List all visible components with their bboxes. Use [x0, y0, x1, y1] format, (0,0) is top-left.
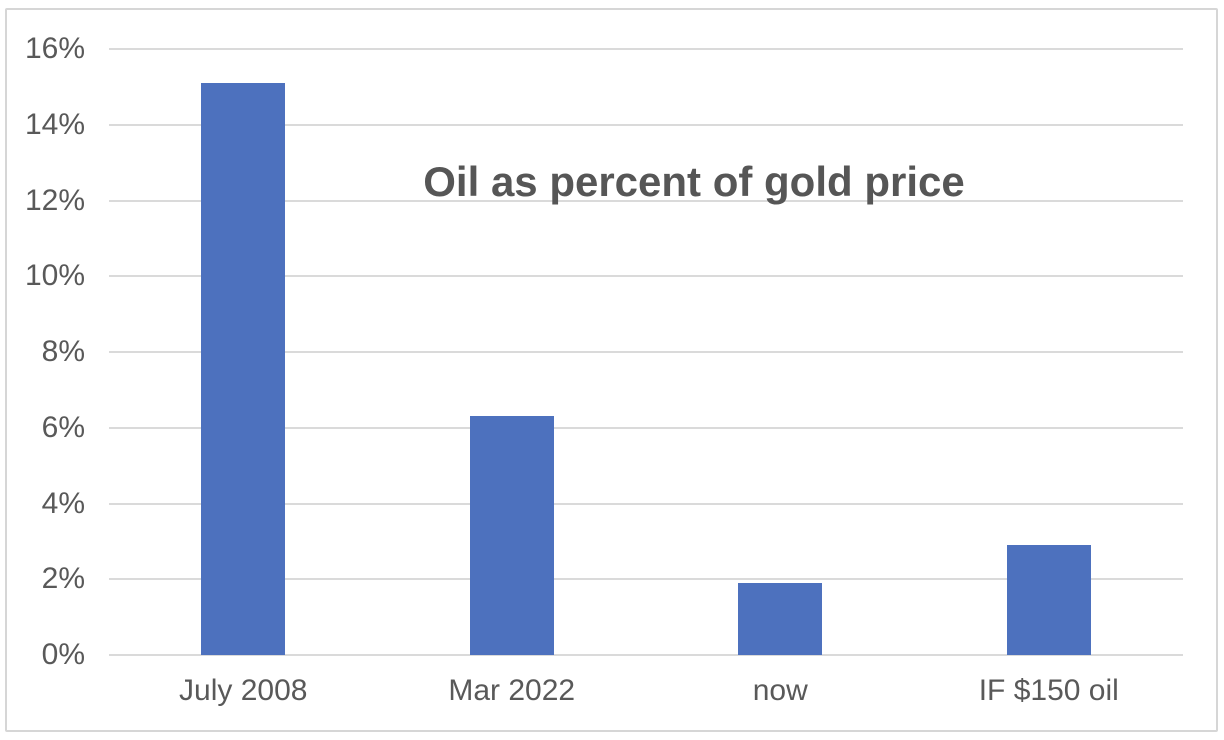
- gridline-12pct: [109, 199, 1183, 202]
- bar-if-150-oil: [1006, 545, 1091, 655]
- bar-july-2008: [201, 83, 286, 655]
- y-axis-tick-label: 4%: [41, 486, 85, 520]
- bar-mar-2022: [469, 416, 554, 655]
- y-axis-tick-label: 8%: [41, 335, 85, 368]
- gridline-10pct: [109, 275, 1183, 278]
- chart-title: Oil as percent of gold price: [423, 158, 965, 205]
- gridline-6pct: [109, 426, 1183, 429]
- y-axis-tick-label: 2%: [41, 562, 85, 596]
- x-axis-label-july-2008: July 2008: [179, 674, 308, 707]
- y-axis-tick-label: 6%: [41, 410, 85, 444]
- y-axis-tick-label: 12%: [24, 183, 85, 217]
- gridline-4pct: [109, 502, 1183, 505]
- y-axis-tick-label: 16%: [24, 32, 85, 65]
- bar-now: [738, 583, 823, 655]
- x-axis-label-mar-2022: Mar 2022: [448, 674, 576, 707]
- gridline-0pct: [109, 654, 1183, 656]
- x-axis-label-if-150-oil: IF $150 oil: [978, 674, 1119, 707]
- y-axis-tick-label: 10%: [24, 259, 85, 293]
- x-axis-label-now: now: [752, 674, 808, 707]
- gridline-8pct: [109, 351, 1183, 353]
- plot-area: [109, 48, 1183, 656]
- chart-frame: Oil as percent of gold price 0% 2% 4% 6% 8% 1…: [5, 8, 1218, 732]
- gridline-14pct: [109, 123, 1183, 126]
- gridline-2pct: [109, 578, 1183, 581]
- gridline-16pct: [109, 48, 1183, 50]
- y-axis-tick-label: 0%: [41, 638, 85, 671]
- y-axis-tick-label: 14%: [24, 107, 85, 141]
